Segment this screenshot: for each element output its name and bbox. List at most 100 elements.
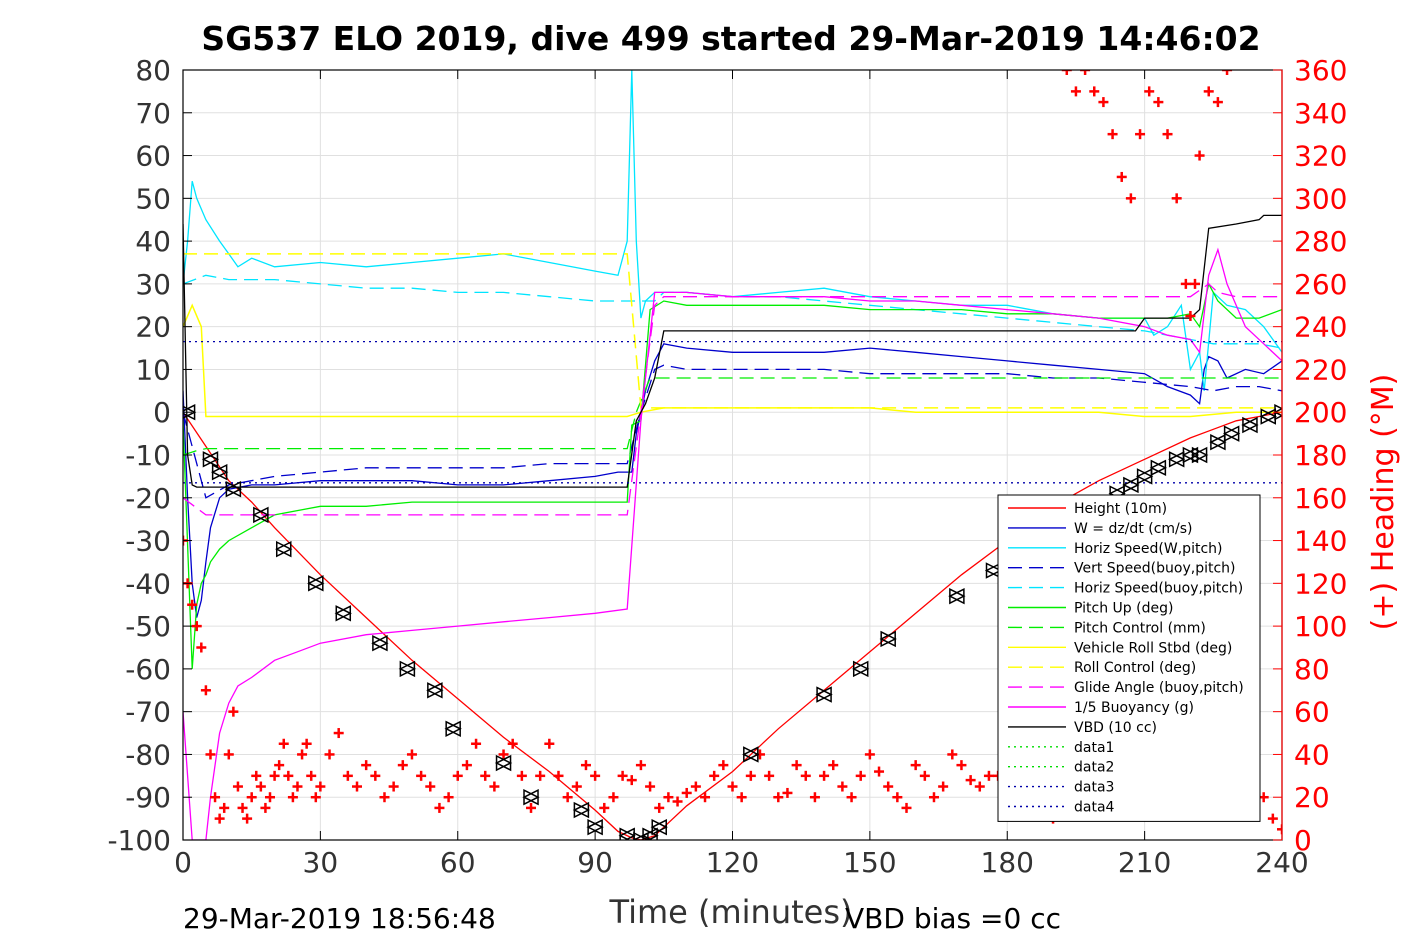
heading-point [709, 770, 720, 781]
chart-title: SG537 ELO 2019, dive 499 started 29-Mar-… [201, 19, 1260, 58]
depth-marker [815, 686, 833, 703]
heading-point [471, 738, 482, 749]
depth-marker-right [949, 587, 966, 605]
y-tick-label: -100 [107, 824, 171, 857]
depth-marker-left [307, 575, 324, 592]
heading-point [864, 749, 875, 760]
heading-point [352, 781, 363, 792]
depth-marker-left [201, 451, 219, 468]
heading-point [681, 787, 692, 798]
heading-point [910, 760, 921, 771]
y-right-tick-label: 340 [1294, 97, 1347, 130]
legend-entry: data4 [1008, 800, 1115, 816]
heading-point [223, 749, 234, 760]
heading-point [297, 749, 308, 760]
y-right-tick-label: 60 [1294, 696, 1330, 729]
x-tick-label: 240 [1255, 846, 1308, 879]
heading-point [237, 802, 248, 813]
heading-point [498, 749, 509, 760]
x-tick-label: 30 [303, 846, 339, 879]
depth-marker-left [252, 506, 269, 524]
heading-point [425, 781, 436, 792]
heading-point [1107, 129, 1118, 140]
depth-marker-left [852, 660, 869, 678]
legend-label: Glide Angle (buoy,pitch) [1074, 680, 1244, 696]
series-line-6 [183, 377, 1282, 456]
heading-point [617, 770, 628, 781]
depth-marker-left [1190, 446, 1208, 464]
y-tick-label: 0 [153, 396, 171, 429]
heading-point [809, 792, 820, 803]
depth-marker-left [948, 587, 965, 605]
depth-marker-left [586, 818, 603, 836]
depth-marker-left [183, 404, 196, 421]
y-right-tick-label: 80 [1294, 653, 1330, 686]
depth-marker-left [1209, 433, 1226, 451]
y-right-tick-label: 300 [1294, 182, 1347, 215]
depth-marker-right [372, 635, 389, 652]
y-right-tick-label: 260 [1294, 268, 1347, 301]
y-right-tick-label: 160 [1294, 482, 1347, 515]
heading-point [590, 770, 601, 781]
heading-point [919, 770, 930, 781]
legend-entry: Horiz Speed(buoy,pitch) [1008, 581, 1243, 597]
heading-point [928, 792, 939, 803]
heading-point [1277, 824, 1282, 835]
series-line-1 [183, 343, 1282, 618]
heading-point [828, 760, 839, 771]
depth-marker-right [1168, 451, 1186, 468]
heading-point [251, 770, 262, 781]
depth-marker [371, 635, 389, 652]
y-right-tick-label: 100 [1294, 610, 1347, 643]
legend-entry: W = dz/dt (cm/s) [1008, 521, 1193, 537]
heading-point [883, 781, 894, 792]
depth-marker-left [1181, 446, 1199, 464]
heading-point [306, 770, 317, 781]
series-line-11 [183, 214, 1282, 488]
heading-point [274, 760, 285, 771]
heading-point [406, 749, 417, 760]
heading-point [388, 781, 399, 792]
heading-point [1116, 171, 1127, 182]
depth-marker [572, 801, 591, 819]
heading-point [397, 760, 408, 771]
heading-point [599, 802, 610, 813]
legend-entry: Roll Control (deg) [1008, 660, 1196, 676]
heading-point [745, 770, 756, 781]
y-tick-label: 10 [135, 353, 171, 386]
heading-point [242, 813, 253, 824]
axes: 0 30 60 90 120 150 180 210 24080706050403020100-… [107, 54, 1347, 879]
y-right-tick-label: 220 [1294, 353, 1347, 386]
y-tick-label: 70 [135, 97, 171, 130]
heading-point [1171, 193, 1182, 204]
heading-point [278, 738, 289, 749]
legend-entry: Vehicle Roll Stbd (deg) [1008, 640, 1232, 656]
heading-point [974, 781, 985, 792]
heading-point [901, 802, 912, 813]
depth-marker-left [650, 818, 667, 836]
heading-point [255, 781, 266, 792]
heading-point [626, 775, 637, 786]
heading-point [333, 728, 344, 739]
y-tick-label: -40 [125, 567, 171, 600]
depth-marker-left [1122, 476, 1139, 494]
heading-point [260, 802, 271, 813]
heading-point [287, 792, 298, 803]
legend-entry: data2 [1008, 760, 1114, 776]
y-tick-label: 60 [135, 140, 171, 173]
heading-point [773, 792, 784, 803]
depth-marker [224, 481, 243, 498]
y-tick-label: -20 [125, 482, 171, 515]
series-line-9 [183, 283, 1282, 516]
series-line-3 [183, 364, 1282, 499]
depth-marker [252, 506, 270, 524]
heading-point [1194, 150, 1205, 161]
legend-entry: data1 [1008, 740, 1114, 756]
depth-marker [1135, 468, 1154, 485]
x-tick-label: 120 [706, 846, 759, 879]
heading-point [837, 781, 848, 792]
y-right-tick-label: 320 [1294, 140, 1347, 173]
legend-entry: Horiz Speed(W,pitch) [1008, 541, 1222, 557]
heading-point [191, 621, 202, 632]
depth-marker [1181, 446, 1200, 464]
